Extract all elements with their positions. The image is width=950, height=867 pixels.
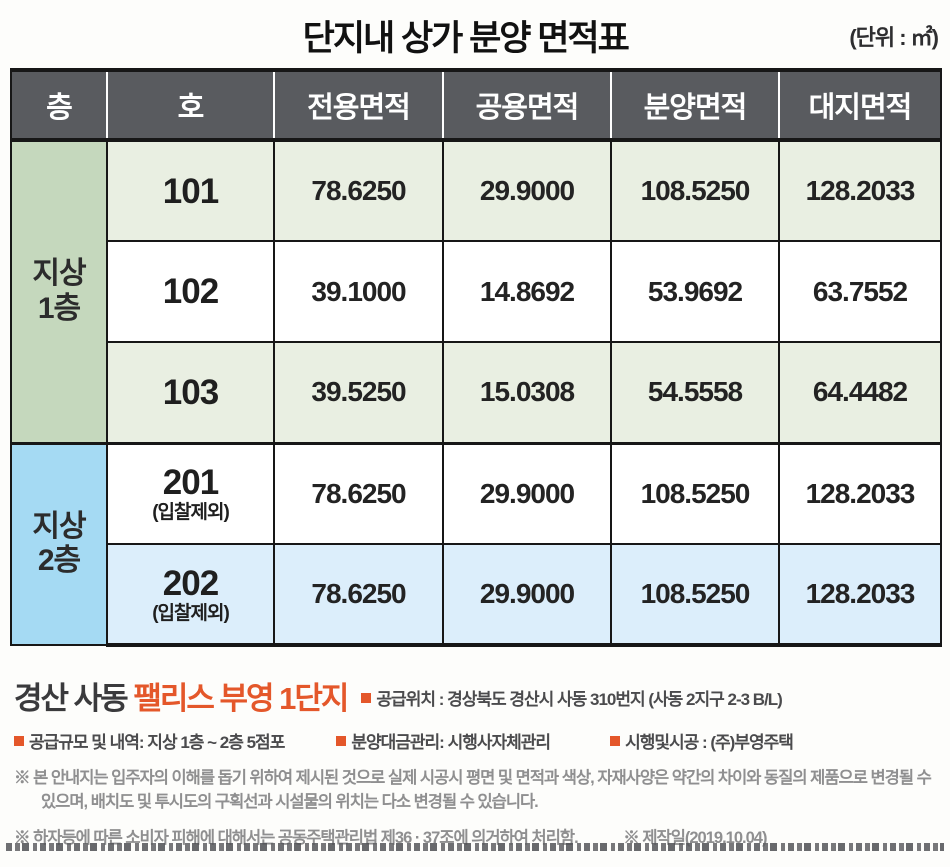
floor-cell-ground-1: 지상 1층: [10, 138, 108, 444]
col-header-common-area: 공용면적: [442, 68, 612, 142]
builder-label: 시행및시공 : (주)부영주택: [625, 733, 794, 752]
table-row-201: 지상 2층 201 (입찰제외) 78.6250 29.9000 108.525…: [10, 441, 942, 646]
sale-area-value: 108.5250: [610, 543, 780, 647]
disclaimer-paragraph: ※ 본 안내지는 입주자의 이해를 돕기 위하여 제시된 것으로 실제 시공시 …: [14, 769, 932, 811]
supply-scale-item: 공급규모 및 내역: 지상 1층 ~ 2층 5점포: [14, 728, 285, 753]
sale-area-value: 108.5250: [610, 138, 780, 242]
complex-name: 경산 사동 팰리스 부영 1단지: [14, 673, 349, 718]
table-header-row: 층 호 전용면적 공용면적 분양면적 대지면적: [10, 68, 942, 142]
complex-brand-text: 팰리스 부영 1단지: [133, 681, 349, 716]
brand-line: 경산 사동 팰리스 부영 1단지 공급위치 : 경상북도 경산시 사동 310번…: [14, 673, 936, 718]
floor-label-line1: 지상: [32, 257, 86, 291]
unit-bid-excluded-note: (입찰제외): [152, 502, 230, 524]
table-row-103: 103 39.5250 15.0308 54.5558 64.4482: [11, 341, 942, 444]
unit-number: 102: [106, 240, 275, 343]
unit-number: 103: [106, 341, 275, 444]
bullet-square-icon: [361, 692, 372, 703]
common-area-value: 29.9000: [442, 441, 612, 545]
title-row: 단지내 상가 분양 면적표 (단위 : ㎡): [10, 8, 940, 64]
floor-label-line2: 1층: [37, 291, 81, 325]
floor-cell-ground-2: 지상 2층: [10, 441, 108, 646]
page-title: 단지내 상가 분양 면적표: [302, 19, 630, 58]
exclusive-area-value: 39.5250: [273, 341, 444, 444]
unit-note: (단위 : ㎡): [849, 25, 939, 50]
payment-management-label: 분양대금관리: 시행사자체관리: [351, 733, 551, 752]
land-area-value: 63.7552: [778, 240, 942, 343]
col-header-floor: 층: [10, 68, 108, 142]
footer: 경산 사동 팰리스 부영 1단지 공급위치 : 경상북도 경산시 사동 310번…: [10, 673, 940, 848]
sale-area-value: 108.5250: [610, 441, 780, 545]
common-area-value: 29.9000: [442, 543, 612, 647]
common-area-value: 15.0308: [442, 341, 612, 444]
unit-number: 201 (입찰제외): [106, 441, 275, 545]
land-area-value: 128.2033: [778, 138, 942, 242]
land-area-value: 64.4482: [778, 341, 942, 444]
unit-number-text: 201: [162, 463, 219, 503]
supply-location-label: 공급위치 : 경상북도 경산시 사동 310번지 (사동 2지구 2-3 B/L…: [376, 690, 782, 709]
unit-number: 101: [106, 138, 275, 242]
cutoff-text-strip: [6, 843, 944, 851]
sale-area-value: 53.9692: [610, 240, 780, 343]
common-area-value: 29.9000: [442, 138, 612, 242]
col-header-unit: 호: [106, 68, 275, 142]
land-area-value: 128.2033: [778, 441, 942, 545]
table-row-202: 202 (입찰제외) 78.6250 29.9000 108.5250 128.…: [11, 543, 942, 647]
builder-item: 시행및시공 : (주)부영주택: [610, 728, 794, 753]
floor-label-line2: 2층: [37, 544, 81, 578]
bullet-square-icon: [610, 735, 621, 746]
exclusive-area-value: 78.6250: [273, 138, 444, 242]
made-date: ※ 제작일(2019.10.04): [623, 828, 767, 847]
table-row-102: 102 39.1000 14.8692 53.9692 63.7552: [11, 240, 942, 343]
exclusive-area-value: 78.6250: [273, 441, 444, 545]
common-area-value: 14.8692: [442, 240, 612, 343]
bullet-square-icon: [336, 735, 347, 746]
land-area-value: 128.2033: [778, 543, 942, 647]
supply-location-item: 공급위치 : 경상북도 경산시 사동 310번지 (사동 2지구 2-3 B/L…: [361, 685, 783, 710]
col-header-exclusive-area: 전용면적: [273, 68, 444, 142]
unit-bid-excluded-note: (입찰제외): [152, 602, 230, 624]
exclusive-area-value: 39.1000: [273, 240, 444, 343]
unit-number-text: 202: [162, 563, 219, 603]
unit-number: 202 (입찰제외): [106, 543, 275, 647]
payment-management-item: 분양대금관리: 시행사자체관리: [336, 728, 551, 753]
table-row-101: 지상 1층 101 78.6250 29.9000 108.5250 128.2…: [10, 138, 942, 444]
floor-label-line1: 지상: [32, 509, 86, 543]
exclusive-area-value: 78.6250: [273, 543, 444, 647]
supply-scale-label: 공급규모 및 내역: 지상 1층 ~ 2층 5점포: [29, 733, 285, 752]
col-header-sale-area: 분양면적: [610, 68, 780, 142]
col-header-land-area: 대지면적: [778, 68, 942, 142]
disclaimer-last-line: ※ 하자등에 따른 소비자 피해에 대해서는 공동주택관리법 제36 · 37조…: [14, 824, 936, 848]
complex-location-text: 경산 사동: [14, 681, 134, 716]
sale-area-value: 54.5558: [610, 341, 780, 444]
bullets-row: 공급규모 및 내역: 지상 1층 ~ 2층 5점포 분양대금관리: 시행사자체관…: [14, 728, 936, 753]
sale-area-table: 층 호 전용면적 공용면적 분양면적 대지면적 지상 1층 101 78.625…: [10, 68, 942, 647]
bullet-square-icon: [14, 735, 24, 746]
defect-handling-note: ※ 하자등에 따른 소비자 피해에 대해서는 공동주택관리법 제36 · 37조…: [14, 828, 579, 847]
flyer-page: 단지내 상가 분양 면적표 (단위 : ㎡) 층 호 전용면적 공용면적 분양면…: [10, 8, 942, 848]
